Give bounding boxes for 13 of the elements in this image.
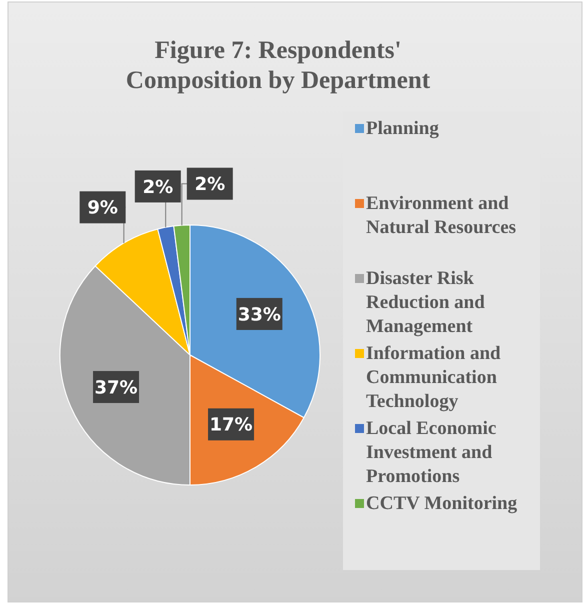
legend-label: Local Economic Investment and Promotions (366, 418, 496, 487)
legend-label: Environment and Natural Resources (366, 193, 516, 238)
legend-label: Planning (366, 118, 440, 139)
data-label: 37% (94, 377, 138, 398)
data-label: 33% (238, 304, 281, 326)
data-label: 9% (87, 198, 118, 219)
chart-title: Figure 7: Respondents' Composition by Department (126, 37, 431, 94)
data-label: 2% (142, 176, 174, 198)
data-label: 2% (194, 174, 226, 196)
data-label: 17% (209, 414, 253, 436)
legend-label: CCTV Monitoring (366, 493, 518, 514)
legend-label: Information and Communication Technology (366, 343, 502, 412)
legend-label: Disaster Risk Reduction and Management (366, 268, 486, 337)
